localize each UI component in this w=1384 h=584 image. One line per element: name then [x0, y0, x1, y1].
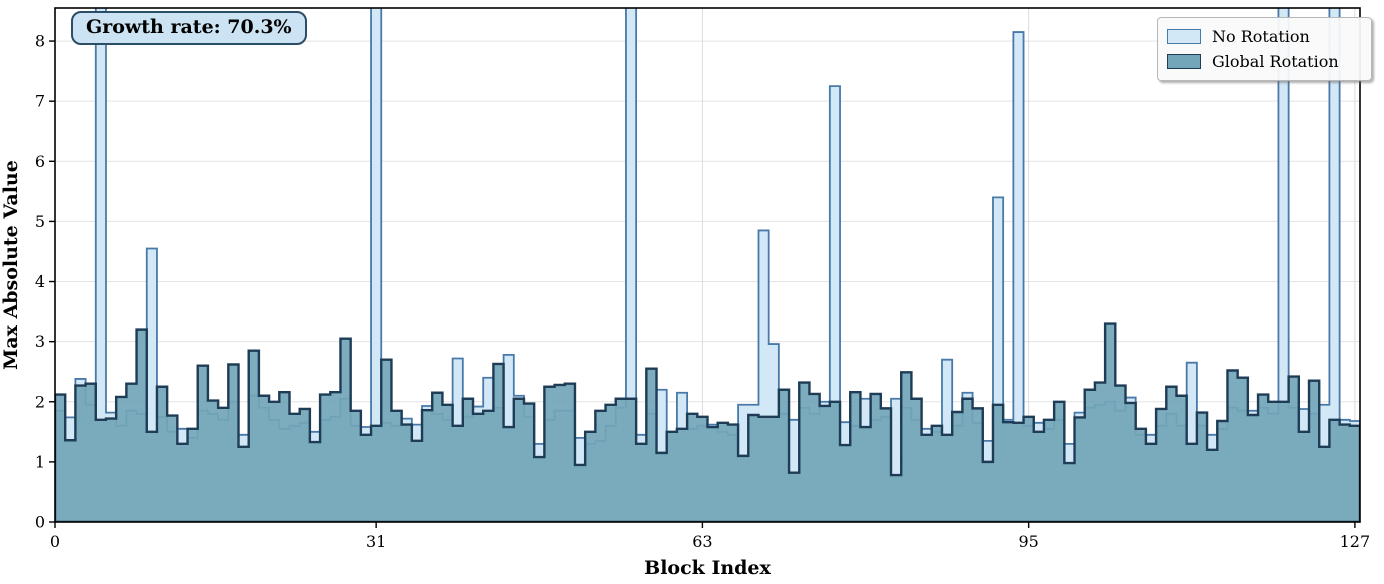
y-axis-label: Max Absolute Value [0, 160, 22, 370]
x-tick-label: 31 [366, 532, 386, 551]
series-global-rotation [55, 322, 1360, 522]
y-tick-label: 3 [35, 332, 45, 351]
growth-rate-annotation: Growth rate: 70.3% [71, 11, 307, 45]
x-axis-label: Block Index [644, 557, 771, 579]
y-tick-label: 1 [35, 452, 45, 471]
x-tick-label: 95 [1018, 532, 1038, 551]
no-rotation-label: No Rotation [1212, 27, 1310, 46]
growth-rate-text: Growth rate: 70.3% [86, 16, 292, 38]
series-group [55, 8, 1360, 522]
axis-ticks: 0 1 2 3 4 5 6 7 8 0 31 63 95 127 [35, 32, 1370, 551]
x-tick-label: 63 [692, 532, 712, 551]
y-tick-label: 6 [35, 152, 45, 171]
global-rotation-swatch [1167, 54, 1201, 69]
plot-border [54, 7, 1361, 523]
x-tick-label: 0 [50, 532, 60, 551]
y-tick-label: 0 [35, 513, 45, 532]
x-tick-label: 127 [1340, 532, 1371, 551]
y-tick-label: 8 [35, 32, 45, 51]
y-tick-label: 2 [35, 392, 45, 411]
global-rotation-label: Global Rotation [1212, 52, 1339, 71]
legend-item-global-rotation: Global Rotation [1167, 49, 1363, 74]
y-tick-label: 5 [35, 212, 45, 231]
y-tick-label: 4 [35, 272, 45, 291]
y-tick-label: 7 [35, 92, 45, 111]
no-rotation-swatch [1167, 29, 1201, 44]
legend: No Rotation Global Rotation [1157, 17, 1372, 81]
legend-item-no-rotation: No Rotation [1167, 24, 1363, 49]
